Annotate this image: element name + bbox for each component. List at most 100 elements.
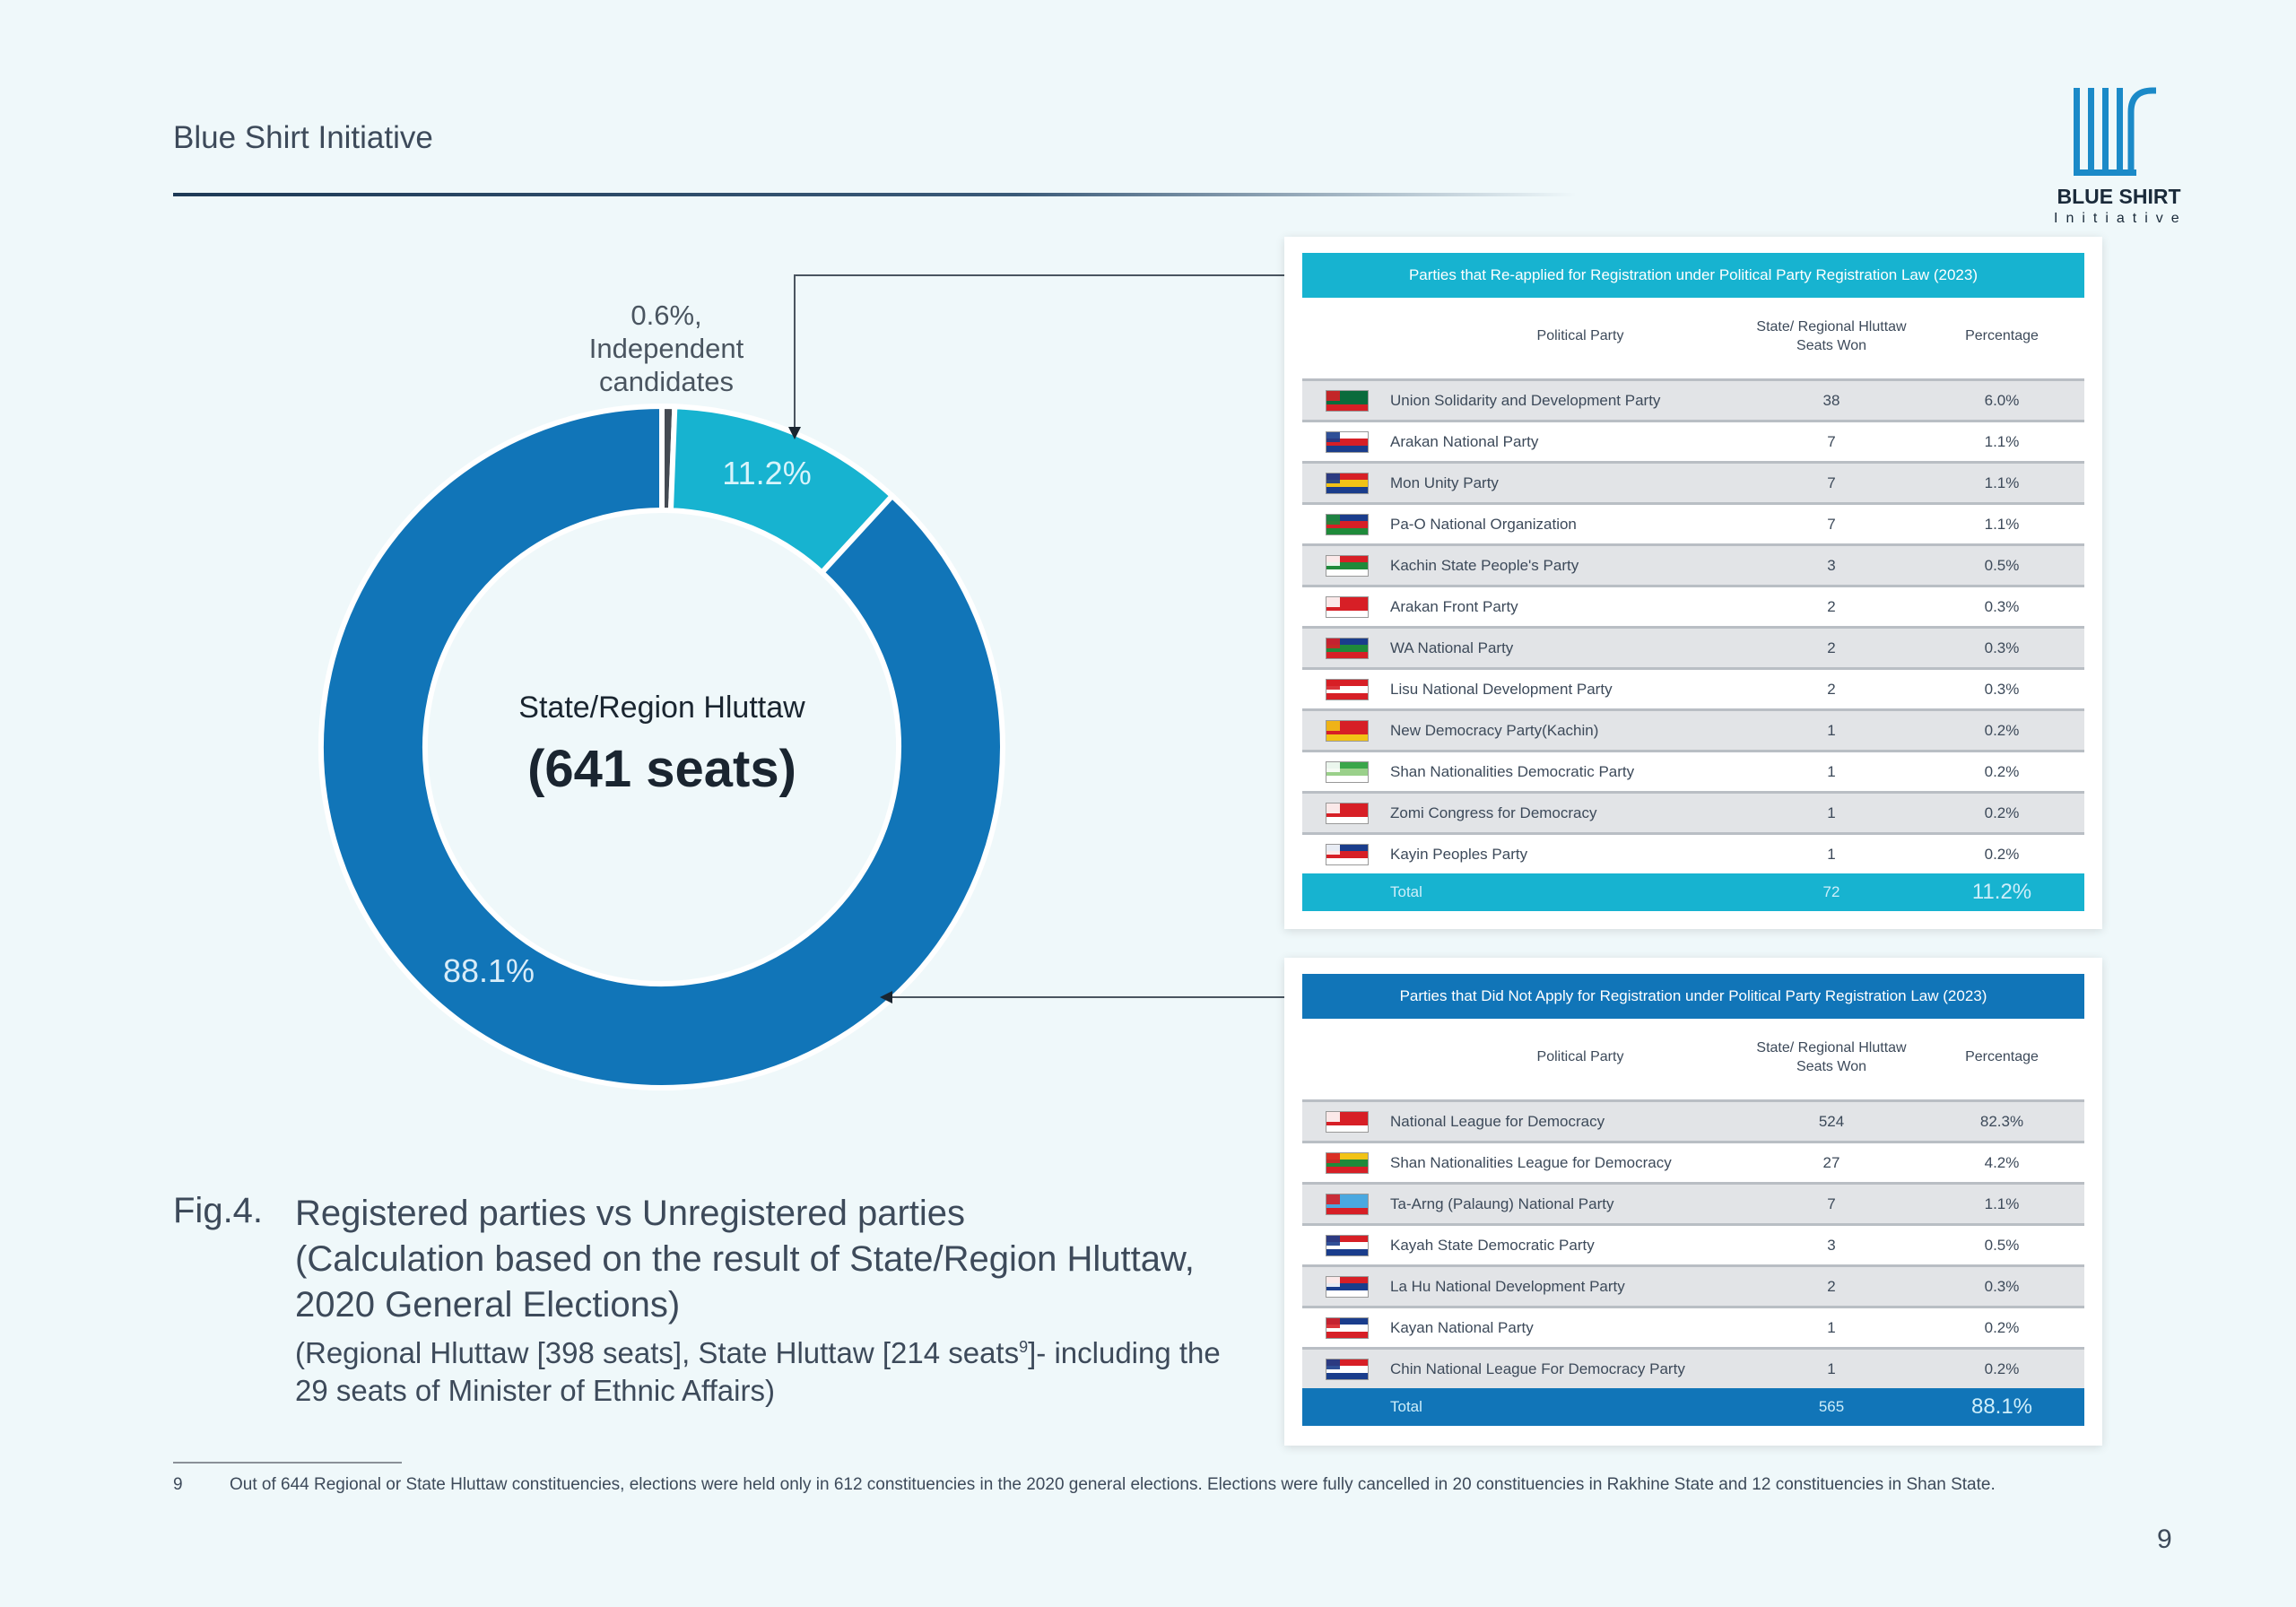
col-header-percentage: Percentage [1965,328,2039,343]
party-seats: 2 [1827,681,1836,698]
party-flag-icon [1326,1317,1369,1339]
total-label: Total [1390,1398,1422,1415]
table-row: Shan Nationalities Democratic Party 1 0.2% [1302,750,2084,791]
party-name: Union Solidarity and Development Party [1390,392,1661,409]
party-name: Ta-Arng (Palaung) National Party [1390,1195,1614,1212]
table-row: New Democracy Party(Kachin) 1 0.2% [1302,708,2084,750]
donut-center-value: (641 seats) [527,740,796,798]
party-flag-icon [1326,679,1369,700]
logo-mark-icon [2073,87,2156,176]
slice-label-independent-line2: candidates [599,366,734,397]
party-percentage: 1.1% [1984,433,2020,450]
party-flag-icon [1326,596,1369,618]
party-percentage: 82.3% [1979,1113,2024,1130]
party-percentage: 1.1% [1984,1195,2020,1212]
party-flag-icon [1326,720,1369,742]
party-flag-icon [1326,1235,1369,1256]
table-header: Political Party State/ Regional Hluttaw … [1302,1019,2084,1099]
party-name: Kachin State People's Party [1390,557,1579,574]
party-name: Kayah State Democratic Party [1390,1237,1595,1254]
figure-title-line2: (Calculation based on the result of Stat… [295,1239,1195,1279]
col-header-seats-l1: State/ Regional Hluttaw [1756,1040,1907,1055]
party-percentage: 0.5% [1984,1237,2020,1254]
connector-arrow-reapplied [788,427,801,439]
total-seats: 72 [1822,883,1840,900]
footnote-text: Out of 644 Regional or State Hluttaw con… [230,1475,1996,1494]
table-title: Parties that Did Not Apply for Registrat… [1302,974,2084,1019]
party-seats: 1 [1827,763,1836,780]
party-flag-icon [1326,761,1369,783]
party-percentage: 0.2% [1984,846,2020,863]
table-row: Union Solidarity and Development Party 38… [1302,378,2084,420]
logo: BLUE SHIRT Initiative [2054,85,2184,227]
party-seats: 27 [1822,1154,1840,1171]
party-flag-icon [1326,473,1369,494]
logo-text: BLUE SHIRT [2057,185,2181,208]
party-seats: 7 [1827,474,1836,491]
party-flag-icon [1326,1111,1369,1133]
slice-label-independent-pct: 0.6%, [631,300,701,331]
slice-label-independent-line1: Independent [589,333,744,364]
party-name: Mon Unity Party [1390,474,1499,491]
party-flag-icon [1326,1194,1369,1215]
figure-title-line3: 2020 General Elections) [295,1285,681,1325]
table-header: Political Party State/ Regional Hluttaw … [1302,298,2084,378]
party-flag-icon [1326,431,1369,453]
party-flag-icon [1326,1359,1369,1380]
header-rule [173,193,1577,196]
party-seats: 7 [1827,1195,1836,1212]
page-header-title: Blue Shirt Initiative [173,120,433,155]
party-flag-icon [1326,514,1369,535]
party-percentage: 0.2% [1984,763,2020,780]
table-not-applied: Parties that Did Not Apply for Registrat… [1284,958,2102,1446]
party-seats: 1 [1827,1360,1836,1377]
party-percentage: 0.3% [1984,639,2020,656]
table-reapplied: Parties that Re-applied for Registration… [1284,237,2102,929]
party-seats: 1 [1827,722,1836,739]
party-flag-icon [1326,390,1369,412]
table-row: Chin National League For Democracy Party… [1302,1347,2084,1388]
party-name: Lisu National Development Party [1390,681,1613,698]
party-name: Arakan Front Party [1390,598,1518,615]
party-seats: 7 [1827,433,1836,450]
party-name: La Hu National Development Party [1390,1278,1625,1295]
party-percentage: 0.5% [1984,557,2020,574]
party-flag-icon [1326,1152,1369,1174]
table-row: Arakan Front Party 2 0.3% [1302,585,2084,626]
party-name: WA National Party [1390,639,1514,656]
table-row: National League for Democracy 524 82.3% [1302,1099,2084,1141]
table-row: Shan Nationalities League for Democracy 2… [1302,1141,2084,1182]
party-name: Kayin Peoples Party [1390,846,1528,863]
slice-label-reapplied: 11.2% [722,455,811,491]
figure-number: Fig.4. [173,1191,264,1230]
col-header-seats-l1: State/ Regional Hluttaw [1756,319,1907,334]
table-row: Arakan National Party 7 1.1% [1302,420,2084,461]
party-percentage: 0.2% [1984,1319,2020,1336]
party-seats: 3 [1827,1237,1836,1254]
connector-arrow-notapplied [880,991,892,1003]
party-seats: 38 [1822,392,1840,409]
figure-subtitle-line2: 29 seats of Minister of Ethnic Affairs) [295,1374,775,1407]
table-row: Ta-Arng (Palaung) National Party 7 1.1% [1302,1182,2084,1223]
party-seats: 524 [1818,1113,1845,1130]
donut-center-label: State/Region Hluttaw [518,691,805,725]
col-header-seats-l2: Seats Won [1796,1059,1866,1074]
party-percentage: 1.1% [1984,474,2020,491]
col-header-seats-l2: Seats Won [1796,338,1866,353]
donut-slice-2 [318,403,1005,1090]
total-row: Total 72 11.2% [1302,873,2084,911]
party-percentage: 0.3% [1984,1278,2020,1295]
party-seats: 1 [1827,804,1836,821]
party-name: Arakan National Party [1390,433,1539,450]
party-seats: 3 [1827,557,1836,574]
figure-title-line1: Registered parties vs Unregistered parti… [295,1194,966,1233]
party-flag-icon [1326,844,1369,865]
footnote-number: 9 [173,1475,183,1494]
total-label: Total [1390,883,1422,900]
table-row: Kayah State Democratic Party 3 0.5% [1302,1223,2084,1264]
col-header-percentage: Percentage [1965,1049,2039,1064]
party-seats: 1 [1827,1319,1836,1336]
total-seats: 565 [1818,1398,1845,1415]
party-seats: 2 [1827,1278,1836,1295]
party-name: Shan Nationalities Democratic Party [1390,763,1635,780]
